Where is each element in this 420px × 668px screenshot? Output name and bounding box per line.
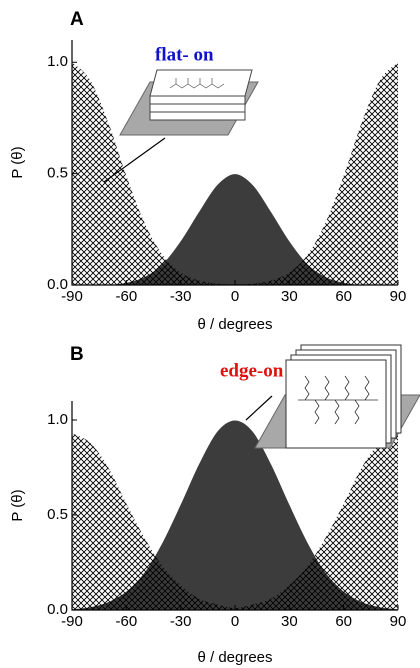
y-tick-label: 0.0	[47, 601, 68, 618]
annotation: flat- on	[155, 44, 214, 65]
x-tick-label: 60	[335, 613, 352, 630]
y-tick-label: 0.5	[47, 165, 68, 182]
x-tick-label: -60	[115, 288, 137, 305]
panel-label: A	[70, 9, 84, 30]
x-tick-label: -30	[170, 613, 192, 630]
x-tick-label: 90	[390, 288, 407, 305]
x-tick-label: -90	[61, 613, 83, 630]
inset-flat-on	[103, 69, 259, 183]
y-tick-label: 0.5	[47, 506, 68, 523]
x-tick-label: 0	[231, 613, 239, 630]
x-tick-label: -90	[61, 288, 83, 305]
hatched-area	[72, 433, 398, 610]
x-axis-label: θ / degrees	[197, 649, 272, 666]
x-tick-label: -60	[115, 613, 137, 630]
x-tick-label: 90	[390, 613, 407, 630]
y-tick-label: 1.0	[47, 53, 68, 70]
y-tick-label: 0.0	[47, 276, 68, 293]
plots: -90 -60 -30 0 30 60 90 0.0 0.5 1.0 θ / degrees P (θ…	[9, 9, 406, 666]
x-tick-label: 0	[231, 288, 239, 305]
x-axis-label: θ / degrees	[197, 316, 272, 333]
panel-label: B	[70, 344, 84, 365]
x-tick-label: 30	[281, 288, 298, 305]
x-tick-label: 60	[335, 288, 352, 305]
hatched-area	[72, 62, 398, 285]
x-tick-label: 30	[281, 613, 298, 630]
y-axis-label: P (θ)	[9, 146, 26, 178]
x-tick-label: -30	[170, 288, 192, 305]
y-axis-label: P (θ)	[9, 489, 26, 521]
y-tick-label: 1.0	[47, 411, 68, 428]
annotation: edge-on	[220, 360, 284, 381]
inset-edge-on	[245, 344, 420, 449]
